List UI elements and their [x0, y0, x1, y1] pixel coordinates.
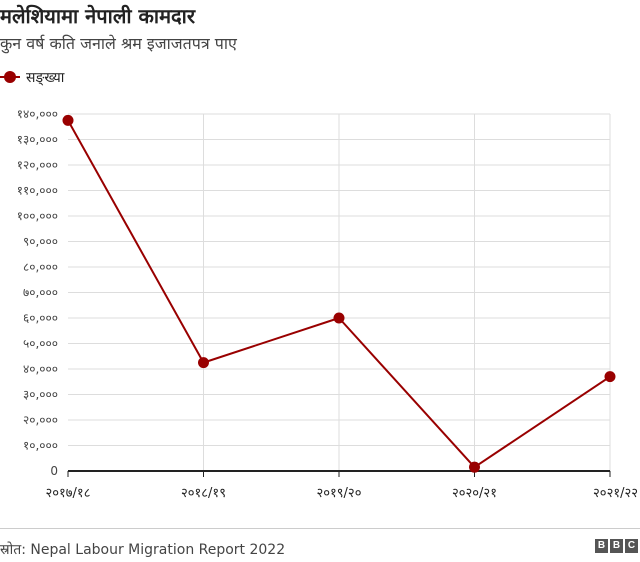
- x-tick-label: २०१९/२०: [317, 486, 362, 501]
- line-chart: 0 १०,००० २०,००० ३०,००० ४०,००० ५०,००० ६०,००० ७०,…: [17, 107, 638, 501]
- chart-title: मलेशियामा नेपाली कामदार: [0, 4, 196, 28]
- y-tick-label: १२०,०००: [17, 158, 58, 172]
- y-tick-label: १४०,०००: [17, 107, 58, 121]
- y-tick-label: 0: [50, 464, 58, 478]
- y-tick-label: ३०,०००: [23, 388, 58, 402]
- y-tick-label: १००,०००: [17, 209, 58, 223]
- bbc-logo: B B C: [595, 539, 638, 553]
- x-tick-label: २०१८/१९: [181, 486, 226, 501]
- legend-label: सङ्ख्या: [26, 69, 65, 86]
- data-point: [469, 461, 480, 473]
- grid-layer: [68, 113, 611, 471]
- y-tick-label: ७०,०००: [23, 286, 58, 300]
- y-tick-label: १३०,०००: [17, 133, 58, 147]
- x-tick-label: २०२१/२२: [593, 486, 638, 501]
- y-tick-label: १०,०००: [23, 439, 58, 453]
- bbc-logo-letter: B: [610, 539, 623, 553]
- label-layer: 0 १०,००० २०,००० ३०,००० ४०,००० ५०,००० ६०,००० ७०,…: [17, 107, 638, 501]
- data-point: [62, 114, 74, 126]
- legend-marker-icon: [0, 70, 20, 84]
- y-tick-label: २०,०००: [23, 413, 58, 427]
- data-point: [604, 371, 616, 383]
- series-layer: [62, 114, 616, 473]
- data-point: [333, 312, 345, 324]
- bbc-logo-letter: B: [595, 539, 608, 553]
- y-tick-label: ९०,०००: [23, 235, 58, 249]
- legend-dot: [4, 71, 16, 83]
- footer-divider: [0, 528, 640, 529]
- x-tick-label: २०१७/१८: [46, 486, 91, 501]
- chart-subtitle: कुन वर्ष कति जनाले श्रम इजाजतपत्र पाए: [0, 34, 237, 53]
- legend: सङ्ख्या: [0, 66, 64, 88]
- y-tick-label: ८०,०००: [23, 260, 58, 274]
- y-tick-label: ४०,०००: [23, 362, 58, 376]
- y-tick-label: ६०,०००: [23, 311, 58, 325]
- source-note: स्रोत: Nepal Labour Migration Report 202…: [0, 542, 286, 558]
- y-tick-label: ५०,०००: [23, 337, 58, 351]
- data-point: [198, 357, 209, 369]
- axis-layer: [67, 470, 611, 477]
- x-tick-label: २०२०/२१: [452, 486, 497, 501]
- bbc-logo-letter: C: [625, 539, 638, 553]
- y-tick-label: ११०,०००: [17, 184, 58, 198]
